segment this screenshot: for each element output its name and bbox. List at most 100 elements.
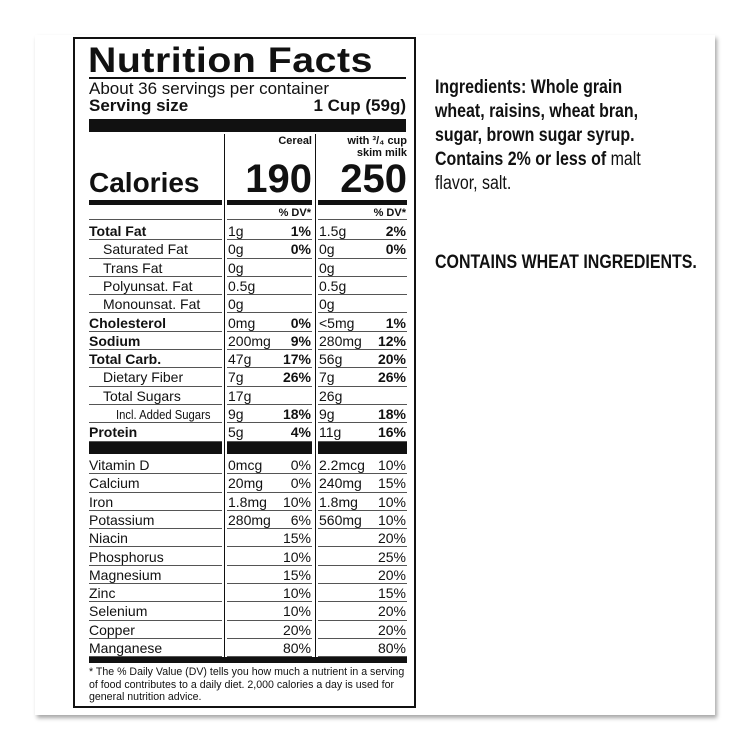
- cereal-cell: 0mcg 0%: [227, 456, 312, 475]
- cereal-dv: 17%: [282, 351, 311, 368]
- milk-dv: 12%: [377, 332, 406, 349]
- cereal-amount: 7g: [228, 369, 244, 386]
- nutrient-name: Sodium: [89, 332, 141, 349]
- contains-less-text: Contains 2% or less of: [435, 149, 611, 170]
- cereal-dv: 26%: [282, 369, 311, 386]
- milk-cell: 26g: [318, 387, 407, 405]
- milk-dv: 25%: [377, 548, 406, 565]
- cereal-amount: 5g: [228, 424, 244, 441]
- milk-dv: 26%: [377, 369, 406, 386]
- cereal-dv: 10%: [282, 603, 311, 620]
- nutrient-name-cell: Cholesterol: [89, 314, 222, 332]
- milk-dv: 20%: [377, 621, 406, 638]
- cereal-cell: 0.5g: [227, 277, 312, 296]
- divider: [227, 200, 312, 205]
- milk-amount: 0g: [319, 241, 335, 258]
- milk-amount: 11g: [319, 424, 342, 441]
- milk-cell: 56g 20%: [318, 350, 407, 369]
- nutrient-name: Niacin: [89, 530, 128, 547]
- cereal-amount: 0g: [228, 296, 244, 313]
- ingredients-line: Ingredients: Whole grain: [435, 77, 623, 98]
- nutrient-row: Trans Fat 0g 0g: [89, 259, 407, 277]
- ingredients-line: Contains 2% or less of malt: [435, 148, 641, 172]
- calories-cereal: 190: [245, 157, 312, 201]
- nutrient-name: Copper: [89, 621, 135, 638]
- milk-dv: 15%: [377, 585, 406, 602]
- milk-cell: 11g 16%: [318, 423, 407, 442]
- cereal-cell: 0g: [227, 259, 312, 277]
- cereal-amount: 0g: [228, 259, 244, 276]
- nutrient-name-cell: Polyunsat. Fat: [89, 277, 222, 296]
- ingredients-text: Ingredients: Whole grain wheat, raisins,…: [435, 76, 680, 196]
- nutrient-name: Total Sugars: [103, 387, 181, 404]
- vitamin-row: Iron 1.8mg 10% 1.8mg 10%: [89, 493, 407, 511]
- nutrient-name: Total Carb.: [89, 351, 162, 368]
- milk-cell: 0g: [318, 259, 407, 277]
- cereal-dv: 0%: [290, 314, 311, 331]
- nutrient-row: Cholesterol 0mg 0% <5mg 1%: [89, 314, 407, 332]
- cereal-dv: 0%: [290, 457, 311, 473]
- nutrient-name-cell: Monounsat. Fat: [89, 295, 222, 314]
- milk-amount: 1.8mg: [319, 493, 358, 510]
- nutrient-name: Polyunsat. Fat: [103, 277, 193, 294]
- cereal-dv: 4%: [290, 424, 311, 441]
- nutrient-name: Manganese: [89, 640, 163, 656]
- nutrient-name: Protein: [89, 424, 138, 441]
- nutrient-name-cell: Niacin: [89, 529, 222, 548]
- cereal-cell: 200mg 9%: [227, 332, 312, 351]
- cereal-column-header: Cereal: [278, 135, 312, 147]
- milk-amount: 9g: [319, 406, 335, 422]
- milk-amount: 280mg: [319, 332, 362, 349]
- column-divider: [314, 134, 316, 659]
- cereal-amount: 0mg: [228, 314, 256, 331]
- cereal-cell: 15%: [227, 529, 312, 548]
- cereal-dv: 0%: [290, 241, 311, 258]
- cereal-cell: 280mg 6%: [227, 511, 312, 530]
- divider: [89, 657, 407, 663]
- allergen-statement: CONTAINS WHEAT INGREDIENTS.: [435, 252, 697, 273]
- milk-column-header-line2: skim milk: [356, 147, 407, 159]
- calories-label: Calories: [89, 167, 200, 198]
- milk-dv: 10%: [377, 511, 406, 528]
- nutrient-name-cell: Protein: [89, 423, 222, 442]
- cereal-dv: 15%: [282, 566, 311, 583]
- calories-milk: 250: [340, 157, 407, 201]
- cereal-cell: 0g: [227, 295, 312, 314]
- cereal-cell: 20%: [227, 621, 312, 639]
- nutrient-name-cell: Vitamin D: [89, 456, 222, 475]
- column-divider: [223, 134, 225, 659]
- cereal-cell: 17g: [227, 387, 312, 405]
- nutrition-facts-label: Nutrition Facts About 36 servings per co…: [73, 37, 416, 708]
- nutrient-name: Monounsat. Fat: [103, 296, 201, 313]
- milk-dv: 15%: [377, 475, 406, 492]
- nutrient-row: Polyunsat. Fat 0.5g 0.5g: [89, 277, 407, 296]
- milk-dv: 20%: [377, 603, 406, 620]
- milk-cell: 240mg 15%: [318, 474, 407, 493]
- cereal-dv: 15%: [282, 530, 311, 547]
- nutrient-name: Cholesterol: [89, 314, 167, 331]
- milk-column-header-line1: with ³/₄ cup: [347, 135, 407, 147]
- cereal-amount: 200mg: [228, 332, 271, 349]
- milk-cell: 1.5g 2%: [318, 222, 407, 241]
- cereal-amount: 0g: [228, 241, 244, 258]
- cereal-cell: 0g 0%: [227, 240, 312, 259]
- milk-cell: 20%: [318, 621, 407, 639]
- nutrient-row: Sodium 200mg 9% 280mg 12%: [89, 332, 407, 351]
- vitamin-row: Copper 20% 20%: [89, 621, 407, 639]
- cereal-amount: 0.5g: [228, 277, 256, 294]
- milk-amount: 0.5g: [319, 277, 347, 294]
- serving-size-value: 1 Cup (59g): [313, 96, 406, 115]
- label-title: Nutrition Facts: [88, 41, 373, 80]
- milk-dv: 20%: [377, 351, 406, 368]
- vitamin-row: Selenium 10% 20%: [89, 602, 407, 621]
- ingredients-line: wheat, raisins, wheat bran,: [435, 101, 639, 122]
- nutrient-row: Total Fat 1g 1% 1.5g 2%: [89, 222, 407, 241]
- nutrient-name: Dietary Fiber: [103, 369, 184, 386]
- nutrient-row: Total Carb. 47g 17% 56g 20%: [89, 350, 407, 369]
- milk-cell: 9g 18%: [318, 405, 407, 424]
- milk-cell: 7g 26%: [318, 368, 407, 387]
- cereal-cell: 5g 4%: [227, 423, 312, 442]
- nutrient-name: Magnesium: [89, 566, 162, 583]
- nutrient-name: Incl. Added Sugars: [116, 408, 211, 422]
- nutrient-row: Saturated Fat 0g 0% 0g 0%: [89, 240, 407, 259]
